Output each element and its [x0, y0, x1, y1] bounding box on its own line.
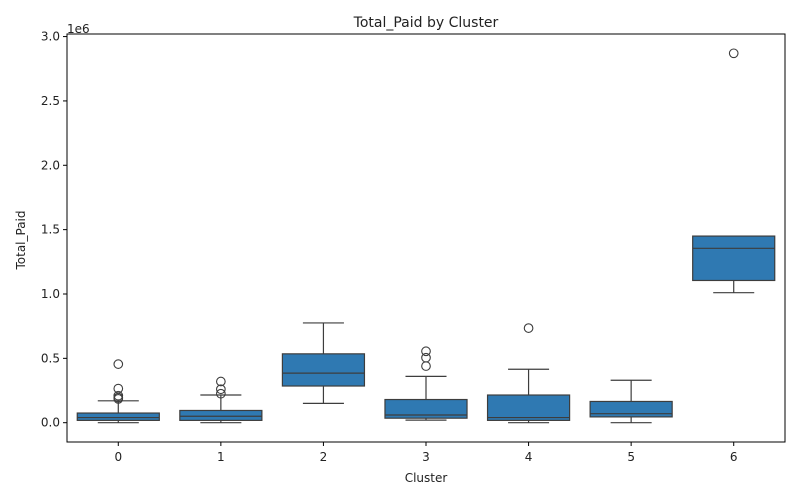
- box-group-cluster-5: [589, 379, 673, 424]
- box-group-cluster-1: [179, 376, 263, 424]
- y-axis-label: Total_Paid: [14, 210, 28, 270]
- outlier-point: [113, 359, 124, 369]
- outlier-point: [421, 352, 431, 363]
- outlier-point: [728, 48, 739, 59]
- y-tick-label: 0.0: [41, 416, 60, 430]
- box-group-cluster-3: [384, 346, 468, 421]
- box-iqr: [486, 394, 571, 421]
- x-tick-label: 5: [627, 450, 635, 464]
- outlier-point: [216, 384, 226, 395]
- box-iqr: [589, 400, 673, 418]
- axes-layer: 0.0 0.5 1.0 1.5 2.0 2.5 3.0 0 1 2 3 4 5 6: [41, 30, 786, 464]
- x-tick-label: 2: [320, 450, 328, 464]
- boxes-layer: [76, 48, 776, 424]
- box-iqr: [179, 409, 263, 421]
- box-iqr: [76, 412, 160, 421]
- box-group-cluster-2: [281, 322, 366, 404]
- offset-text: 1e6: [67, 22, 90, 36]
- y-tick-label: 0.5: [41, 351, 60, 365]
- box-group-cluster-4: [486, 323, 571, 424]
- x-tick-label: 6: [730, 450, 738, 464]
- x-tick-label: 4: [525, 450, 533, 464]
- outlier-point: [421, 346, 431, 357]
- outlier-point: [523, 323, 534, 333]
- outlier-point: [216, 388, 226, 399]
- y-tick-label: 1.5: [41, 223, 60, 237]
- x-tick-label: 3: [422, 450, 430, 464]
- box-group-cluster-6: [692, 48, 776, 294]
- chart-title: Total_Paid by Cluster: [353, 15, 499, 31]
- y-tick-label: 3.0: [41, 30, 60, 44]
- y-tick-label: 2.5: [41, 94, 60, 108]
- x-tick-label: 0: [114, 450, 122, 464]
- x-axis-label: Cluster: [405, 471, 448, 485]
- box-group-cluster-0: [76, 359, 160, 424]
- box-iqr: [384, 398, 468, 419]
- y-tick-label: 2.0: [41, 158, 60, 172]
- y-tick-label: 1.0: [41, 287, 60, 301]
- outlier-point: [113, 394, 124, 404]
- x-tick-label: 1: [217, 450, 225, 464]
- box-iqr: [692, 235, 776, 282]
- box-iqr: [281, 353, 366, 387]
- outlier-point: [216, 376, 226, 387]
- outlier-point: [421, 361, 431, 371]
